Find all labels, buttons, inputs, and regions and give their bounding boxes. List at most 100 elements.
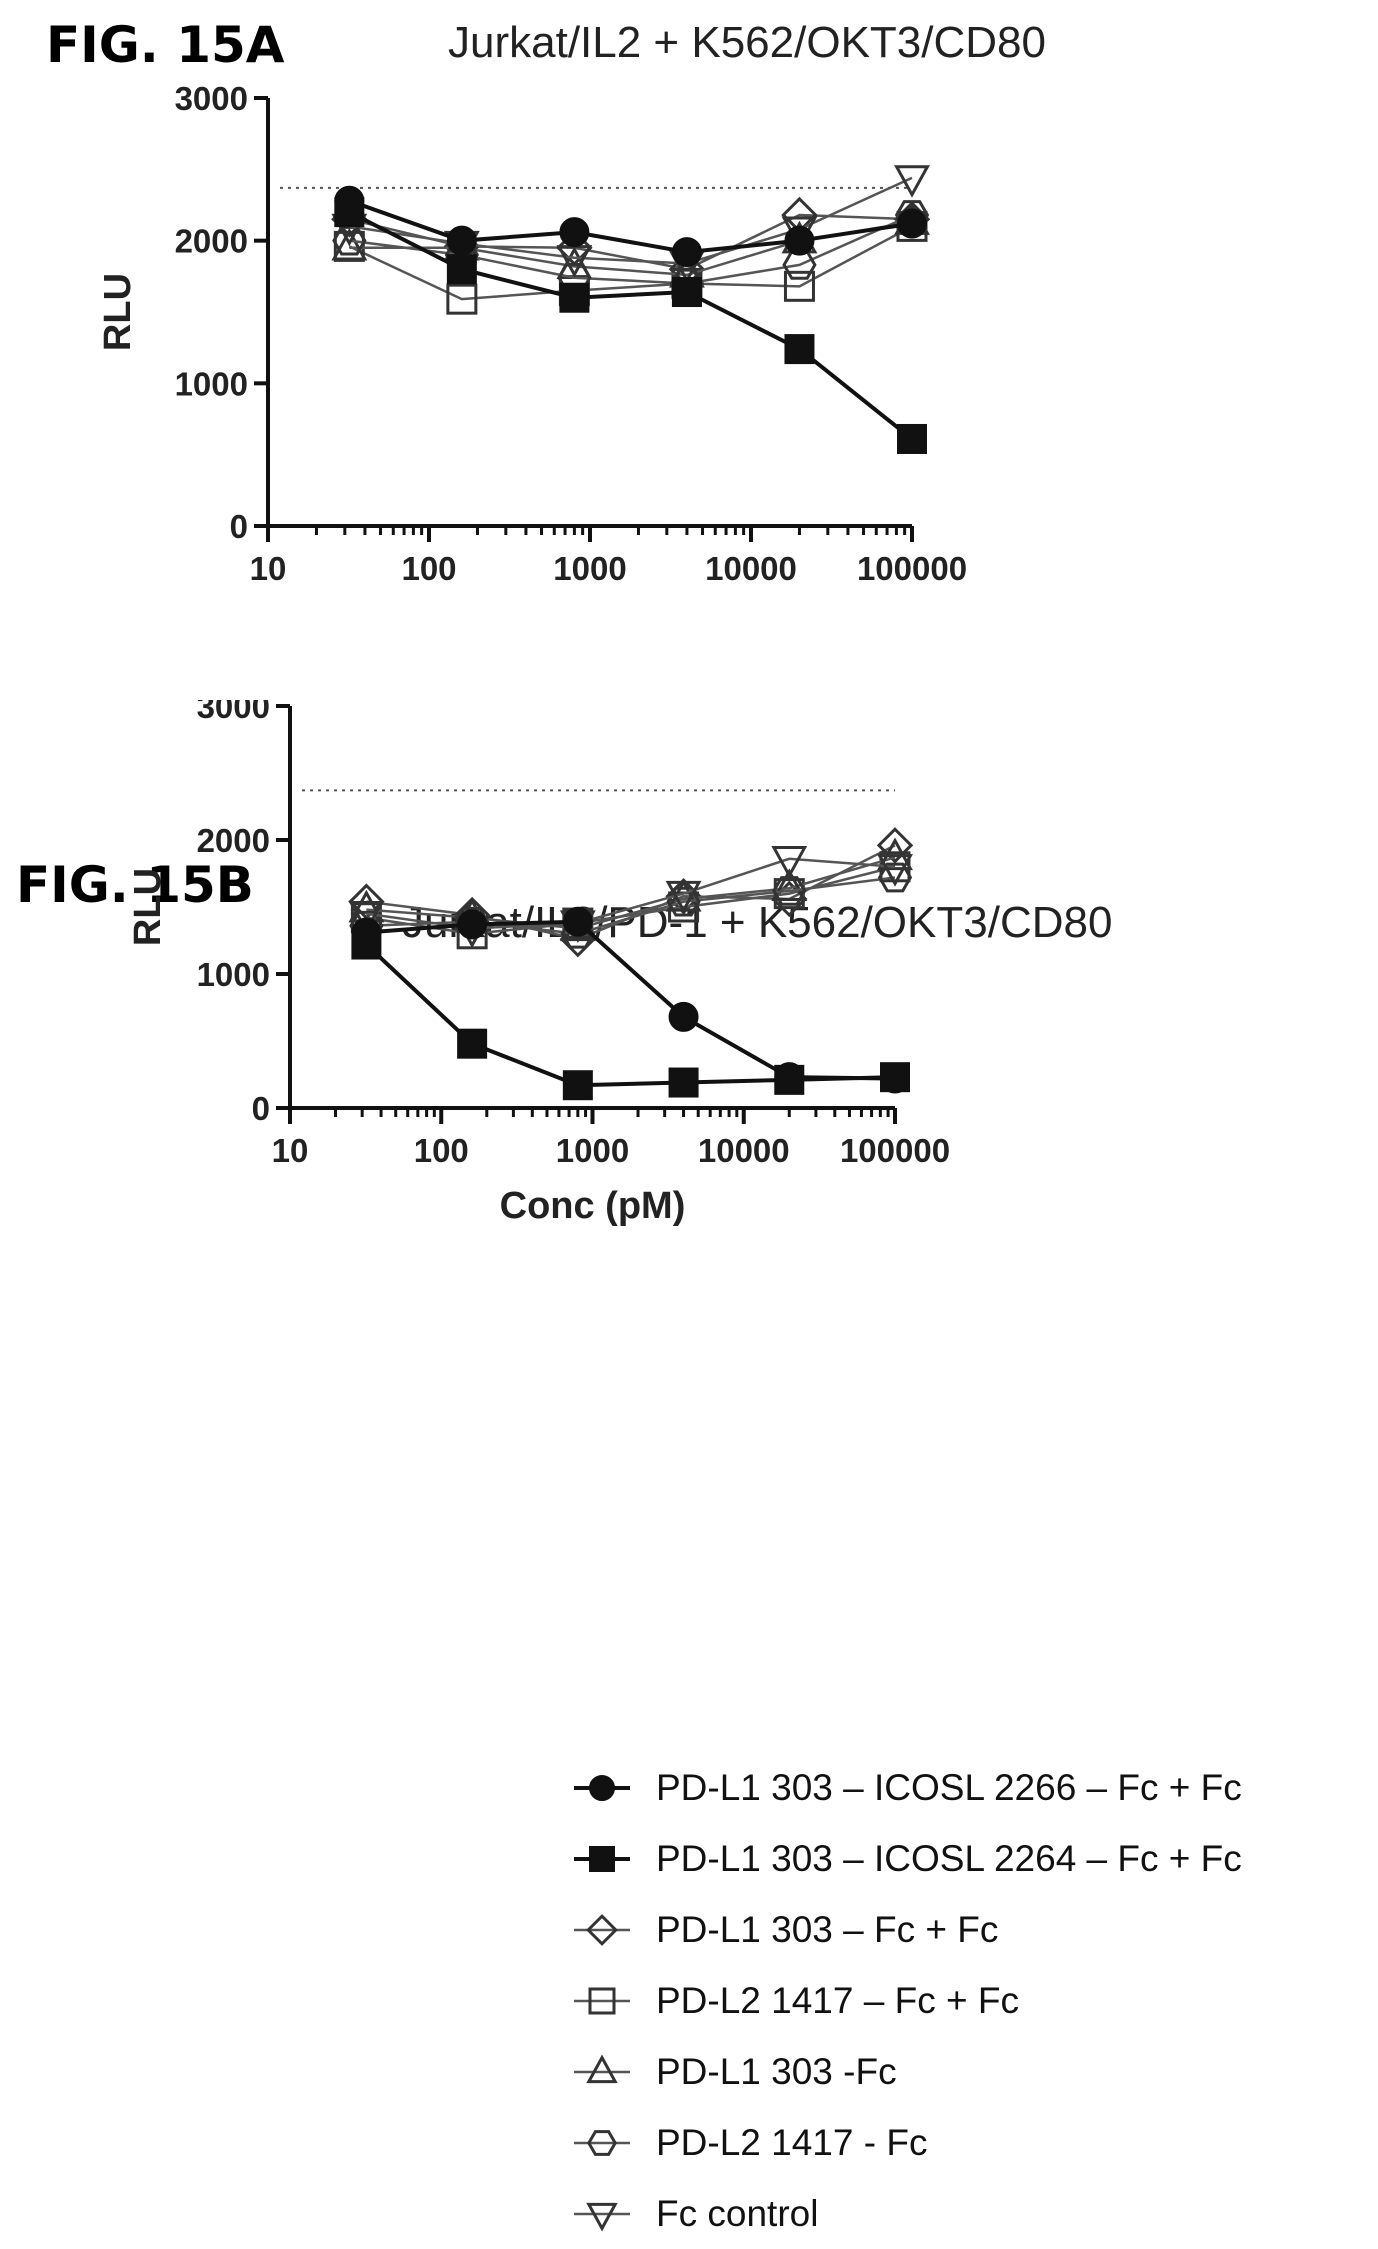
data-point [331, 227, 368, 261]
legend-marker-icon [574, 2053, 630, 2083]
legend-label: PD-L2 1417 - Fc [656, 2121, 928, 2163]
data-point [880, 1062, 910, 1093]
x-tick-label: 10000 [698, 1132, 790, 1169]
legend-item: PD-L2 1417 – Fc + Fc [572, 1965, 1352, 2036]
data-point [876, 827, 914, 864]
series-1 [351, 929, 910, 1101]
data-point [894, 165, 930, 198]
legend-item: PD-L1 303 – ICOSL 2266 – Fc + Fc [572, 1752, 1352, 1823]
data-point [783, 270, 815, 302]
x-tick-label: 10 [250, 550, 287, 587]
series-3 [350, 851, 911, 950]
legend-marker [588, 1987, 616, 2014]
data-point [446, 254, 477, 285]
y-tick-label: 0 [252, 1090, 270, 1127]
x-tick-label: 100 [401, 550, 456, 587]
data-point [671, 237, 702, 268]
data-point [784, 225, 815, 256]
series-2 [348, 827, 914, 958]
series-1 [334, 197, 927, 454]
data-point [771, 868, 808, 901]
legend: PD-L1 303 – ICOSL 2266 – Fc + Fc PD-L1 30… [572, 1752, 1352, 2249]
y-axis-label: RLU [127, 868, 169, 946]
data-point [559, 217, 590, 248]
data-point [772, 876, 807, 906]
y-tick-label: 0 [230, 508, 248, 545]
y-tick-label: 1000 [175, 365, 248, 402]
series-6 [348, 846, 913, 949]
x-axis-label: Conc (pM) [500, 1185, 686, 1227]
y-tick-label: 2000 [197, 822, 270, 859]
legend-marker [586, 2053, 618, 2083]
legend-item: Fc control [572, 2178, 1352, 2249]
data-point [665, 880, 702, 914]
data-point [457, 1028, 488, 1059]
data-point [897, 208, 927, 239]
legend-label: Fc control [656, 2192, 819, 2234]
legend-marker [586, 2202, 618, 2232]
legend-marker [587, 2129, 617, 2156]
y-tick-label: 2000 [175, 223, 248, 260]
legend-marker-icon [574, 2202, 630, 2232]
series-line [349, 213, 913, 285]
legend-label: PD-L1 303 – ICOSL 2264 – Fc + Fc [656, 1837, 1242, 1879]
legend-item: PD-L1 303 -Fc [572, 2036, 1352, 2107]
chart-15b-plot: 0 1000 2000 3000 10 100 1000 10000 100000 RLU Conc… [127, 700, 950, 1227]
y-tick-label: 1000 [197, 956, 270, 993]
legend-marker-icon [574, 1913, 630, 1946]
series-line [349, 176, 913, 265]
chart-15a: 0 1000 2000 3000 10 100 1000 10000 100000 RLU [97, 80, 967, 587]
data-point [446, 283, 478, 315]
x-tick-label: 100000 [840, 1132, 950, 1169]
data-point [334, 197, 365, 228]
y-axis-label: RLU [97, 273, 139, 351]
legend-marker-icon [574, 2129, 630, 2156]
legend-item: PD-L1 303 – ICOSL 2264 – Fc + Fc [572, 1823, 1352, 1894]
x-tick-label: 1000 [553, 550, 626, 587]
legend-marker [589, 1774, 615, 1801]
chart-title-15a: Jurkat/IL2 + K562/OKT3/CD80 [448, 18, 1046, 67]
series-line [348, 210, 914, 441]
series-line [366, 919, 896, 1081]
data-point [774, 1064, 805, 1095]
legend-marker [589, 1845, 615, 1872]
legend-marker-icon [574, 1987, 630, 2014]
figure-label-15a: FIG. 15A [46, 16, 285, 74]
data-point [666, 886, 701, 917]
data-point [784, 334, 815, 365]
data-point [446, 225, 477, 256]
y-tick-label: 3000 [197, 700, 270, 725]
series-line [366, 856, 896, 930]
series-line [366, 876, 896, 936]
legend-label: PD-L1 303 -Fc [656, 2050, 897, 2092]
data-point [897, 423, 927, 454]
figure-label-15b: FIG. 15B [16, 856, 254, 914]
series-line [365, 943, 896, 1088]
legend-item: PD-L2 1417 - Fc [572, 2107, 1352, 2178]
series-line [348, 225, 913, 301]
series-4 [348, 837, 913, 942]
x-tick-label: 10000 [705, 550, 797, 587]
data-point [771, 846, 808, 879]
legend-marker-icon [574, 1845, 630, 1872]
series-0 [334, 185, 927, 268]
data-point [559, 282, 590, 313]
legend-label: PD-L1 303 – Fc + Fc [656, 1908, 999, 1950]
chart-15b: 0 1000 2000 3000 10 100 1000 10000 100000 RLU Conc… [127, 700, 950, 1227]
data-point [562, 1070, 593, 1101]
legend-item: PD-L1 303 – Fc + Fc [572, 1894, 1352, 1965]
series-0 [351, 906, 910, 1094]
data-point [671, 277, 702, 308]
x-tick-label: 100000 [857, 550, 967, 587]
legend-label: PD-L1 303 – ICOSL 2266 – Fc + Fc [656, 1766, 1242, 1808]
data-point [348, 901, 385, 934]
data-point [668, 1001, 699, 1032]
x-tick-label: 1000 [556, 1132, 629, 1169]
data-point [668, 1067, 699, 1098]
data-point [351, 929, 382, 960]
x-tick-label: 100 [414, 1132, 469, 1169]
series-6 [331, 165, 930, 284]
x-tick-label: 10 [272, 1132, 309, 1169]
data-point [877, 854, 913, 887]
data-point [877, 862, 913, 893]
